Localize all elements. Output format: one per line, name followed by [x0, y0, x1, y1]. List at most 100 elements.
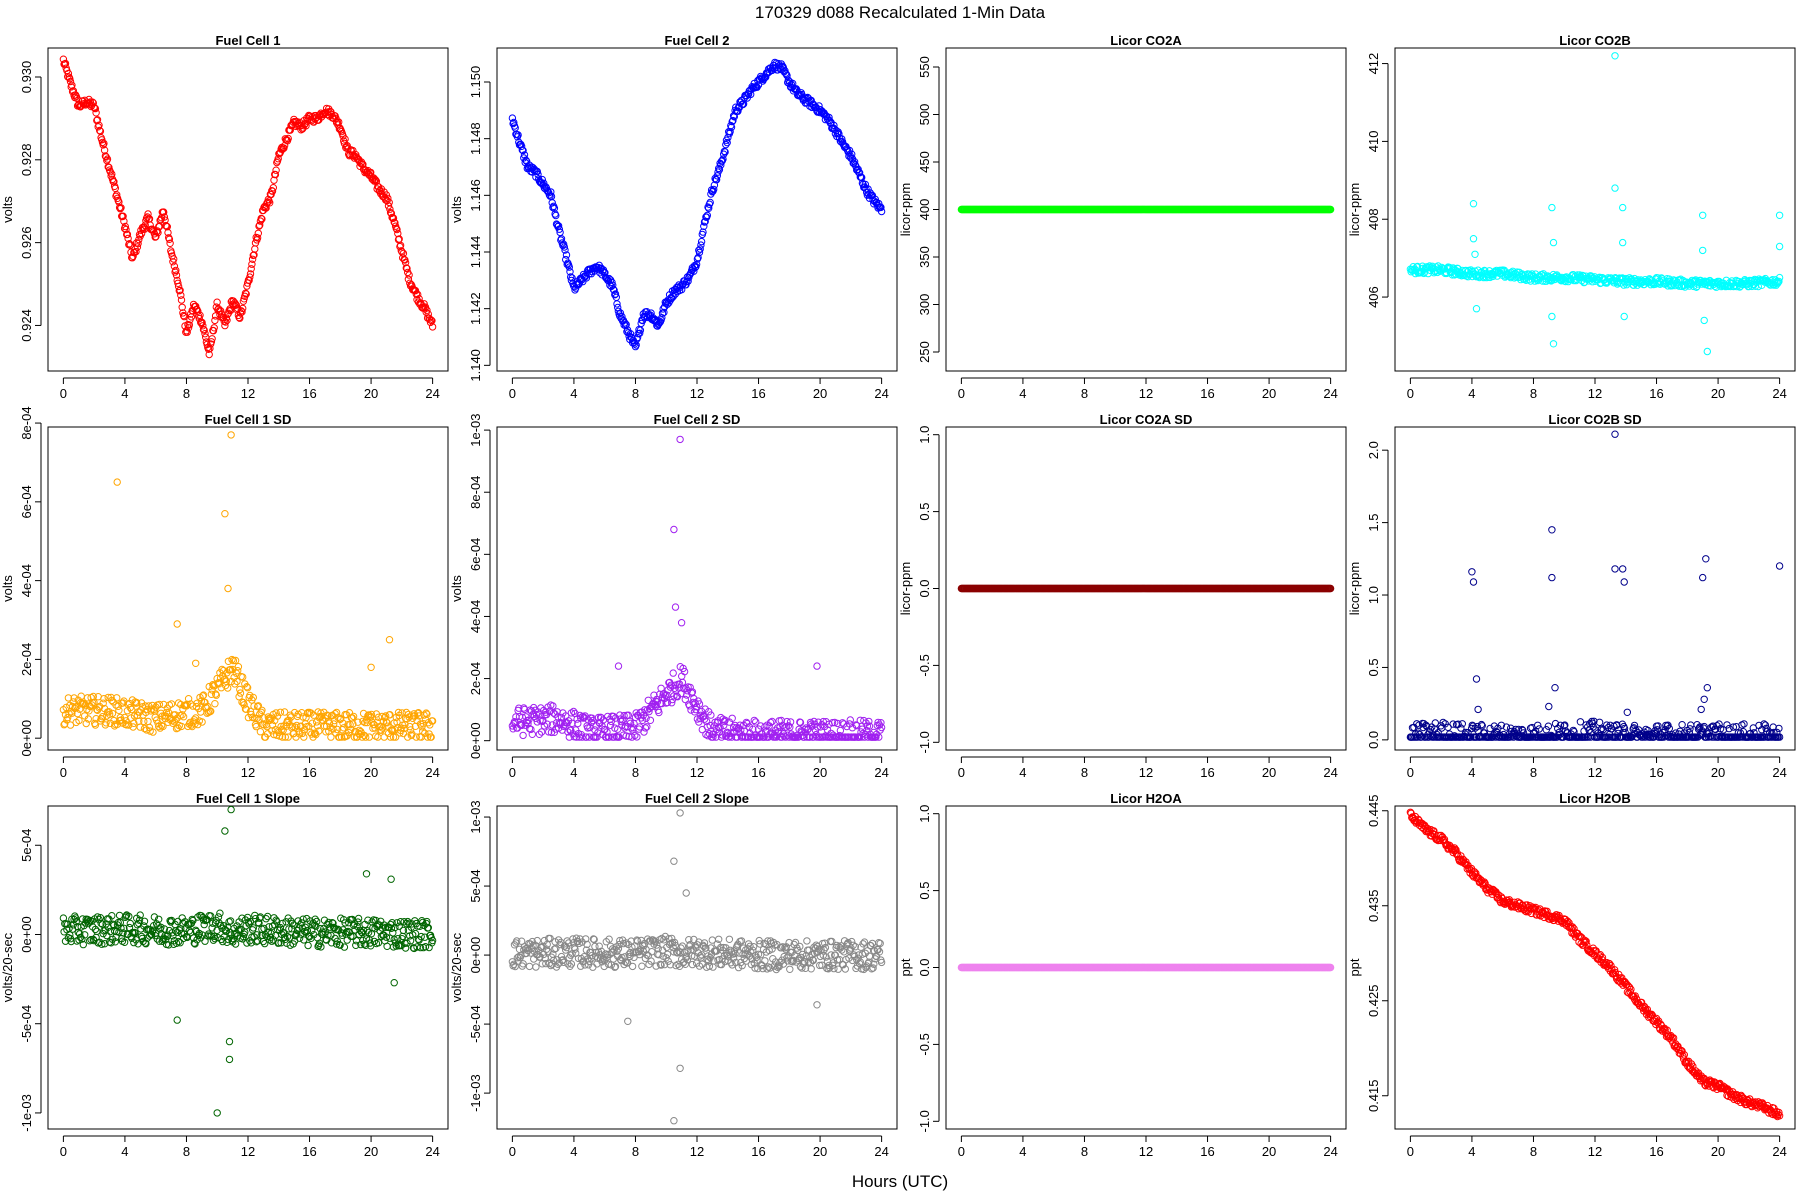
data-point	[1449, 720, 1457, 728]
y-axis-label: volts	[449, 575, 464, 602]
data-point	[747, 90, 755, 99]
data-point	[59, 914, 68, 922]
y-tick-label: 2e-04	[19, 643, 34, 676]
data-point	[329, 919, 337, 927]
data-point	[59, 55, 68, 63]
data-point	[108, 170, 116, 178]
data-point	[97, 919, 105, 927]
data-point	[1760, 720, 1768, 728]
data-point	[134, 239, 142, 248]
data-point	[150, 913, 159, 921]
outlier-point	[227, 431, 235, 439]
data-point	[1434, 729, 1442, 737]
data-point	[226, 917, 235, 925]
data-point	[608, 278, 616, 287]
data-point	[208, 335, 216, 343]
data-point	[70, 694, 78, 702]
x-tick-label: 24	[425, 765, 439, 780]
data-point	[728, 714, 736, 722]
data-point	[655, 708, 663, 717]
x-tick-label: 24	[425, 1144, 439, 1159]
data-point	[386, 711, 394, 719]
data-point	[64, 920, 72, 928]
x-tick-label: 24	[1772, 386, 1786, 401]
data-point	[253, 937, 262, 945]
y-tick-label: 1.0	[917, 426, 932, 444]
y-tick-label: 2.0	[1366, 441, 1381, 459]
data-point	[710, 185, 718, 194]
data-point	[616, 309, 625, 317]
data-point	[514, 131, 522, 139]
data-point	[317, 709, 325, 717]
data-point	[332, 940, 341, 948]
outlier-point	[1611, 52, 1619, 60]
outlier-point	[1551, 684, 1559, 692]
data-point	[240, 701, 248, 709]
y-tick-label: 6e-04	[19, 485, 34, 518]
data-point	[233, 677, 241, 686]
data-point	[324, 931, 332, 939]
data-point	[768, 717, 776, 726]
data-point	[259, 714, 267, 722]
outlier-point	[173, 620, 181, 628]
data-point	[1439, 718, 1447, 727]
outlier-point	[1700, 695, 1708, 703]
data-point	[100, 695, 108, 703]
y-tick-label: 6e-04	[468, 538, 483, 571]
data-point	[383, 719, 391, 727]
data-point	[123, 911, 131, 919]
data-point	[128, 934, 136, 942]
data-point	[865, 722, 874, 730]
data-point	[79, 940, 88, 949]
data-point	[196, 311, 204, 319]
data-point	[84, 715, 93, 723]
plot-frame	[47, 47, 449, 372]
data-point	[403, 264, 411, 273]
data-point	[242, 705, 250, 713]
data-point	[147, 930, 156, 939]
data-point	[362, 733, 370, 741]
data-point	[1431, 719, 1440, 727]
data-point	[75, 716, 83, 725]
y-tick-label: -1e-03	[19, 1094, 34, 1132]
data-point	[268, 187, 277, 195]
data-point	[1560, 722, 1568, 730]
data-point	[1599, 725, 1607, 734]
panel-title: Licor CO2A	[1110, 33, 1182, 48]
data-point	[390, 935, 398, 944]
data-point	[402, 919, 410, 928]
data-point	[278, 733, 287, 741]
plot-frame	[47, 426, 449, 751]
x-tick-label: 12	[241, 1144, 255, 1159]
data-point	[655, 320, 663, 328]
data-point	[690, 708, 699, 716]
data-point	[243, 683, 251, 691]
x-tick-label: 24	[874, 386, 888, 401]
data-point	[250, 702, 258, 710]
x-tick-label: 24	[874, 765, 888, 780]
data-point	[663, 691, 671, 699]
data-point	[105, 710, 114, 718]
data-point	[332, 708, 341, 717]
outlier-point	[1619, 565, 1627, 573]
outlier-point	[671, 603, 680, 611]
data-point	[1686, 725, 1694, 733]
data-point	[121, 222, 130, 231]
y-tick-label: 1.148	[468, 122, 483, 155]
x-tick-label: 4	[1468, 386, 1475, 401]
data-point	[226, 665, 235, 674]
plot-frame	[945, 47, 1347, 372]
x-tick-label: 12	[1139, 386, 1153, 401]
y-tick-label: 1.142	[468, 292, 483, 325]
data-point	[368, 175, 376, 183]
data-point	[692, 260, 701, 269]
data-point	[267, 929, 275, 938]
data-point	[643, 723, 651, 731]
data-point	[340, 943, 349, 951]
data-point	[510, 718, 519, 726]
outlier-point	[677, 619, 686, 627]
data-point	[733, 733, 741, 741]
data-point	[427, 316, 435, 324]
x-tick-label: 24	[1772, 765, 1786, 780]
